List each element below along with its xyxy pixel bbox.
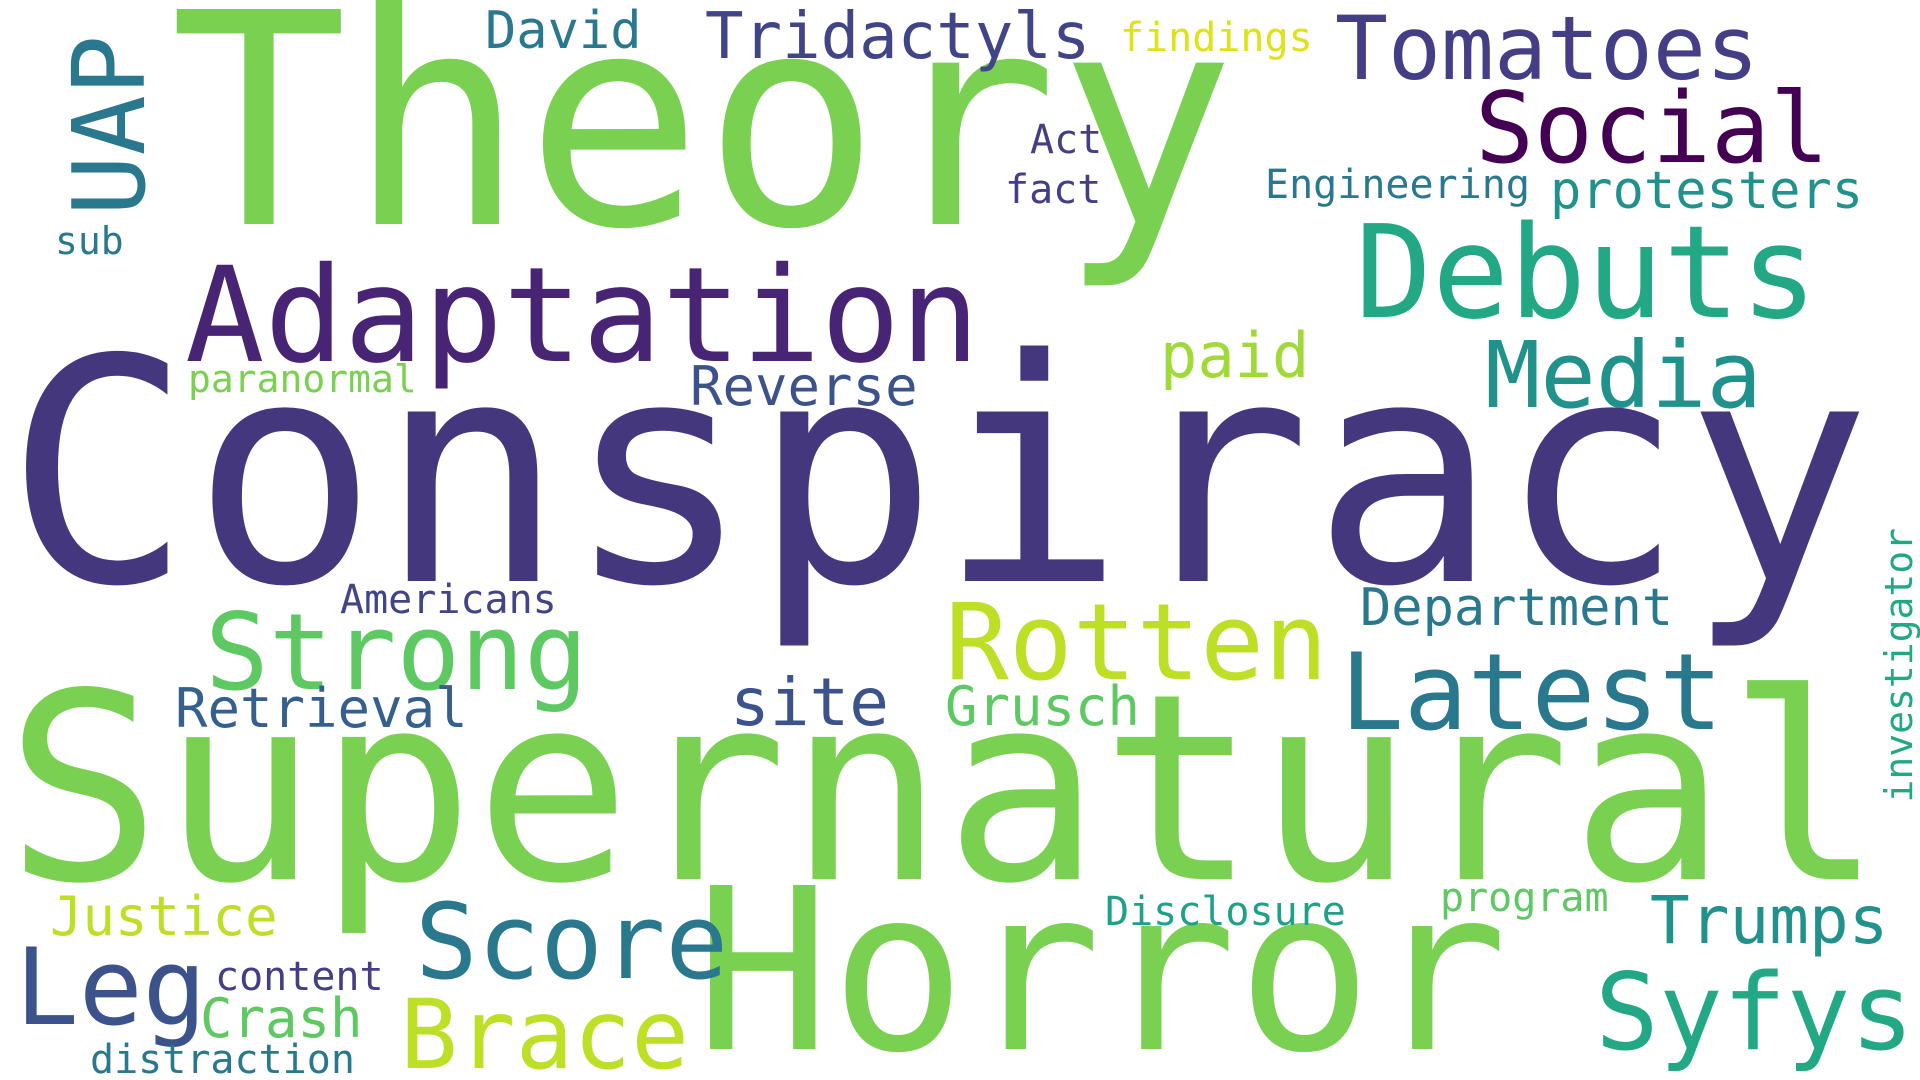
- word-theory: Theory: [170, 0, 1236, 294]
- word-adaptation: Adaptation: [185, 239, 980, 393]
- word-department: Department: [1360, 578, 1674, 638]
- word-leg: Leg: [15, 926, 207, 1049]
- word-media: Media: [1485, 322, 1762, 429]
- word-david: David: [485, 1, 642, 61]
- word-fact: fact: [1005, 167, 1102, 213]
- word-distraction: distraction: [90, 1037, 355, 1080]
- word-rotten: Rotten: [945, 581, 1328, 704]
- word-score: Score: [415, 881, 729, 1003]
- word-strong: Strong: [205, 591, 588, 714]
- word-crash: Crash: [200, 987, 363, 1050]
- word-horror: Horror: [695, 841, 1508, 1080]
- word-sub: sub: [55, 219, 124, 263]
- word-debuts: Debuts: [1355, 199, 1818, 348]
- word-act: Act: [1030, 117, 1103, 163]
- word-uap: UAP: [51, 35, 168, 216]
- word-paid: paid: [1160, 319, 1310, 392]
- word-brace: Brace: [400, 979, 689, 1080]
- word-americans: Americans: [340, 577, 557, 623]
- word-social: Social: [1475, 72, 1830, 186]
- word-site: site: [730, 664, 889, 741]
- word-justice: Justice: [50, 885, 278, 948]
- word-findings: findings: [1120, 15, 1313, 61]
- word-tridactyls: Tridactyls: [705, 0, 1091, 74]
- word-disclosure: Disclosure: [1105, 889, 1346, 935]
- word-reverse: Reverse: [690, 355, 918, 418]
- word-trumps: Trumps: [1650, 882, 1889, 959]
- word-grusch: Grusch: [945, 675, 1141, 738]
- word-latest: Latest: [1340, 631, 1723, 754]
- word-engineering: Engineering: [1265, 162, 1530, 208]
- word-content: content: [215, 954, 384, 1000]
- word-retrieval: Retrieval: [175, 677, 468, 740]
- word-supernatural: Supernatural: [5, 639, 1884, 941]
- word-tomatoes: Tomatoes: [1335, 0, 1759, 100]
- word-paranormal: paranormal: [188, 357, 417, 401]
- word-investigator: investigator: [1877, 528, 1920, 803]
- word-syfys: Syfys: [1595, 951, 1915, 1074]
- word-protesters: protesters: [1550, 161, 1864, 221]
- word-program: program: [1440, 875, 1609, 921]
- word-conspiracy: Conspiracy: [5, 294, 1872, 655]
